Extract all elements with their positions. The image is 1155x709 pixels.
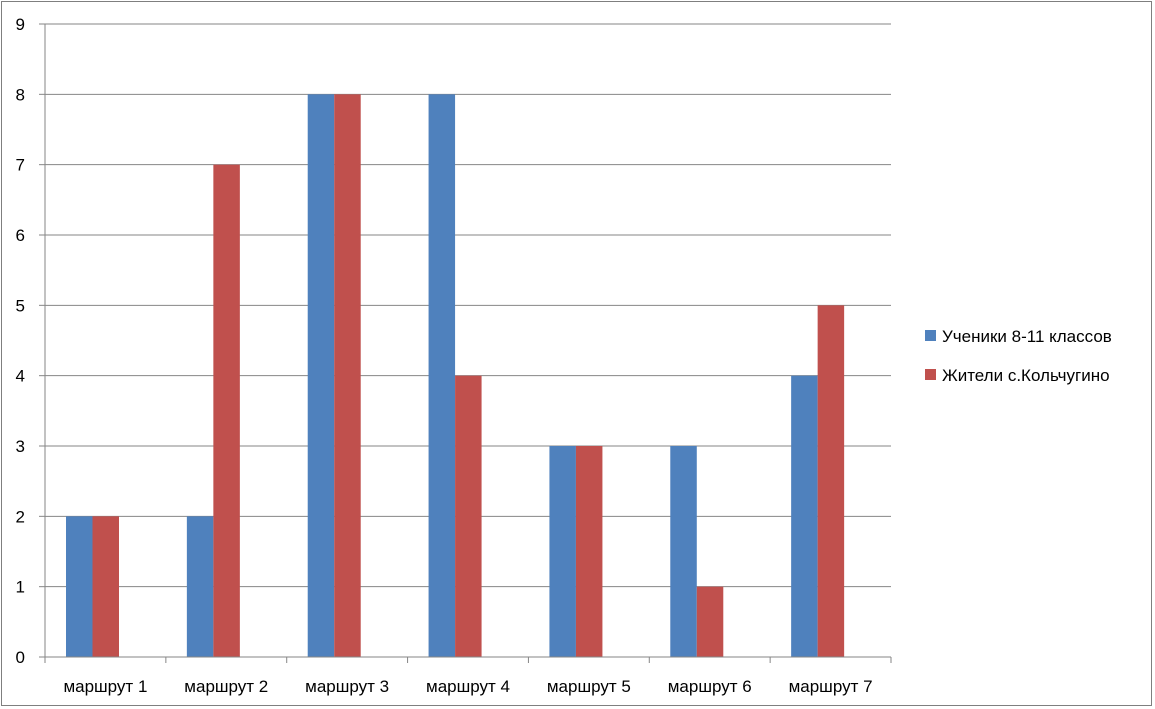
bar-series-1 bbox=[549, 446, 576, 657]
bar-series-2 bbox=[817, 305, 845, 657]
bar-series-1 bbox=[791, 375, 818, 657]
x-tick-label: маршрут 5 bbox=[547, 677, 631, 696]
y-tick-label: 2 bbox=[16, 507, 25, 526]
axes bbox=[39, 23, 892, 663]
x-tick-label: маршрут 3 bbox=[305, 677, 389, 696]
x-tick-label: маршрут 2 bbox=[184, 677, 268, 696]
y-tick-label: 1 bbox=[16, 578, 25, 597]
y-tick-label: 0 bbox=[16, 648, 25, 667]
y-tick-label: 9 bbox=[16, 15, 25, 34]
bar-series-2 bbox=[213, 164, 240, 657]
bar-series-2 bbox=[334, 94, 361, 658]
y-tick-label: 5 bbox=[16, 296, 25, 315]
y-tick-label: 3 bbox=[16, 437, 25, 456]
y-tick-label: 4 bbox=[16, 367, 25, 386]
bar-series-1 bbox=[670, 446, 697, 657]
legend-label: Ученики 8-11 классов bbox=[942, 327, 1112, 346]
bar-series-2 bbox=[92, 516, 119, 657]
x-tick-label: маршрут 1 bbox=[63, 677, 147, 696]
bar-series-2 bbox=[696, 586, 724, 657]
legend: Ученики 8-11 классов Жители с.Кольчугино bbox=[925, 327, 1112, 385]
x-tick-label: маршрут 6 bbox=[668, 677, 752, 696]
y-tick-label: 7 bbox=[16, 156, 25, 175]
legend-swatch bbox=[925, 369, 936, 380]
x-tick-label: маршрут 4 bbox=[426, 677, 510, 696]
x-tick-label: маршрут 7 bbox=[789, 677, 873, 696]
bar-series-1 bbox=[307, 94, 335, 658]
legend-swatch bbox=[925, 330, 936, 341]
y-tick-label: 8 bbox=[16, 85, 25, 104]
bar-series-2 bbox=[575, 446, 603, 657]
gridlines bbox=[45, 23, 891, 588]
bar-series-1 bbox=[66, 516, 93, 657]
bar-series-1 bbox=[428, 94, 456, 658]
y-axis-tick-labels: 0 1 2 3 4 5 6 7 8 9 bbox=[16, 15, 25, 667]
legend-label: Жители с.Кольчугино bbox=[942, 366, 1110, 385]
bar-series-1 bbox=[186, 516, 214, 657]
bars bbox=[66, 94, 845, 658]
y-tick-label: 6 bbox=[16, 226, 25, 245]
x-axis-tick-labels: маршрут 1 маршрут 2 маршрут 3 маршрут 4 марш… bbox=[63, 677, 872, 696]
bar-series-2 bbox=[455, 375, 482, 657]
